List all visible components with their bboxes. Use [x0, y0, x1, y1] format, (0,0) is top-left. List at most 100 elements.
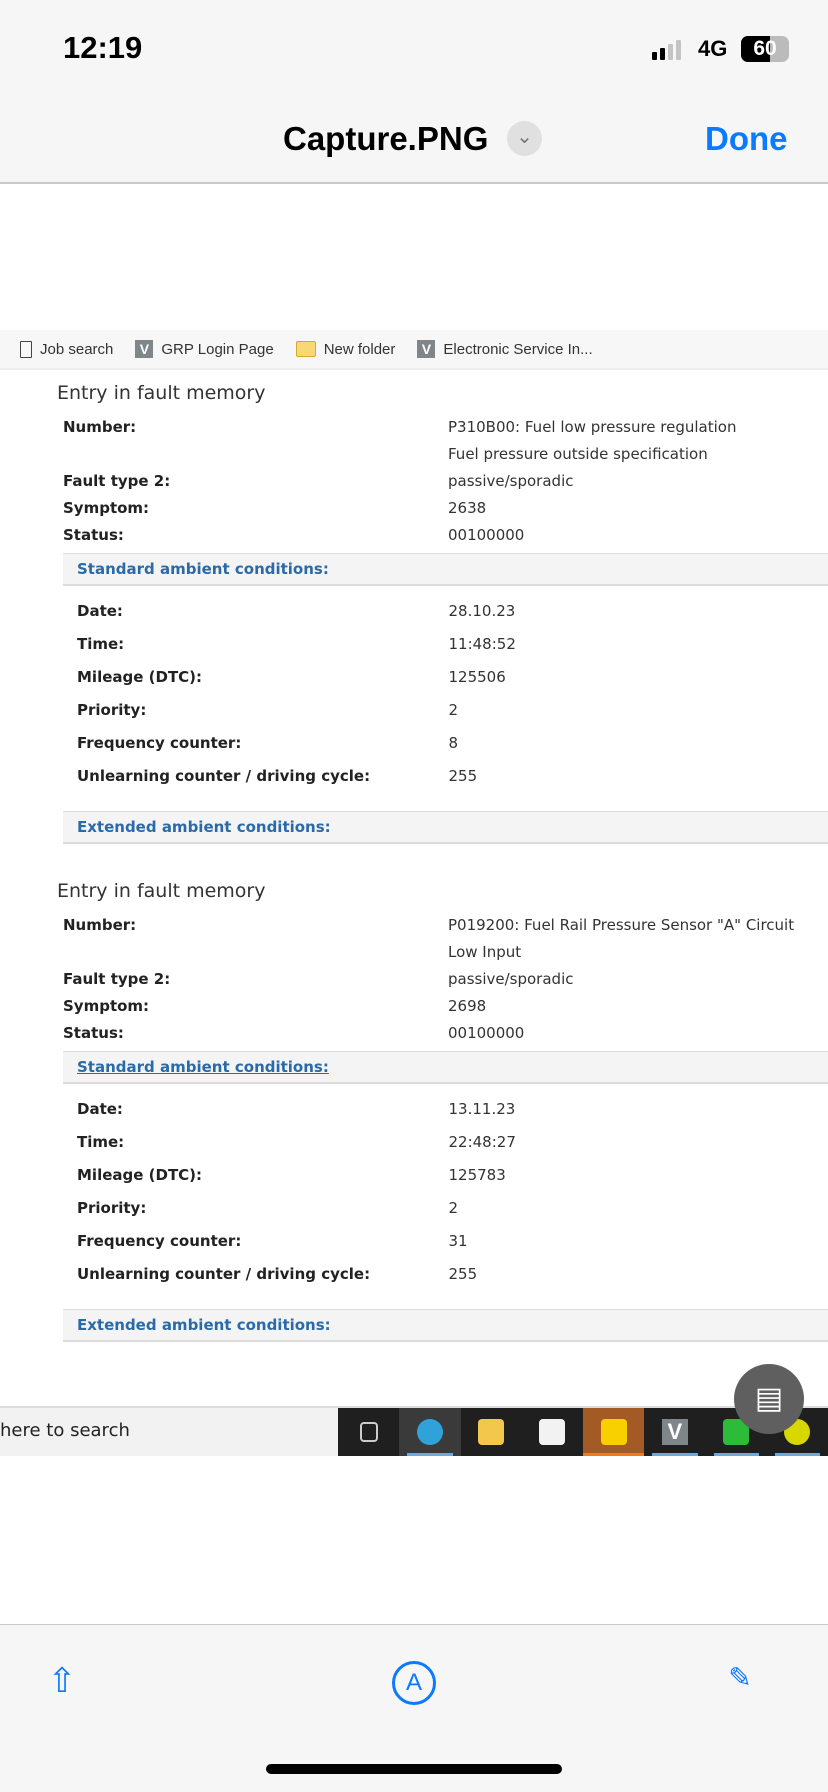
- condition-label: Unlearning counter / driving cycle:: [77, 1265, 371, 1283]
- condition-row: Frequency counter: 8: [57, 727, 828, 760]
- bookmark-label: New folder: [323, 340, 396, 358]
- home-indicator: [266, 1764, 562, 1774]
- field-value: Fuel pressure outside specification: [448, 445, 708, 463]
- v-app-icon: V: [661, 1419, 688, 1445]
- signal-icon: [652, 40, 681, 60]
- bookmark-item[interactable]: New folder: [295, 340, 396, 358]
- condition-value: 2: [448, 1199, 459, 1217]
- chevron-down-icon[interactable]: ⌄: [507, 121, 542, 156]
- field-row: Number: P019200: Fuel Rail Pressure Senso…: [57, 912, 828, 966]
- taskbar-app[interactable]: [583, 1408, 645, 1456]
- condition-label: Priority:: [77, 701, 147, 719]
- standard-conditions-toggle[interactable]: Standard ambient conditions:: [63, 1051, 828, 1084]
- field-row: Symptom: 2698: [57, 993, 828, 1020]
- extended-conditions-toggle[interactable]: Extended ambient conditions:: [63, 1309, 828, 1342]
- text-scan-icon: ▤: [754, 1382, 784, 1415]
- condition-row: Priority: 2: [57, 694, 828, 727]
- taskbar-app[interactable]: [399, 1408, 461, 1456]
- edit-icon[interactable]: ✎: [728, 1662, 752, 1693]
- condition-label: Frequency counter:: [77, 734, 242, 752]
- microsoft-store-icon: [539, 1419, 566, 1445]
- active-indicator: [407, 1453, 453, 1456]
- fault-entry: Entry in fault memory Number: P019200: Fue…: [57, 880, 828, 1368]
- condition-row: Unlearning counter / driving cycle: 255: [57, 760, 828, 793]
- field-row: Fault type 2: passive/sporadic: [57, 966, 828, 993]
- field-row: Status: 00100000: [57, 522, 828, 549]
- condition-row: Time: 11:48:52: [57, 628, 828, 661]
- condition-value: 31: [448, 1232, 468, 1250]
- field-label: [57, 441, 448, 468]
- bookmarks-bar: Job search V GRP Login Page New folder V Elec…: [0, 330, 828, 370]
- condition-value: 2: [448, 701, 459, 719]
- taskbar-app[interactable]: [338, 1408, 399, 1456]
- field-value: 00100000: [448, 526, 525, 544]
- field-value: passive/sporadic: [448, 970, 574, 988]
- condition-value: 125783: [448, 1166, 506, 1184]
- field-row: Fault type 2: passive/sporadic: [57, 468, 828, 495]
- field-row: Number: P310B00: Fuel low pressure regula…: [57, 414, 828, 441]
- field-label: Fault type 2:: [63, 970, 171, 988]
- taskbar-app[interactable]: [706, 1408, 767, 1456]
- field-label: Symptom:: [63, 499, 150, 517]
- live-text-button[interactable]: ▤: [734, 1364, 804, 1434]
- bookmark-item[interactable]: Job search: [20, 340, 114, 358]
- bookmark-item[interactable]: V Electronic Service In...: [417, 340, 593, 358]
- condition-value: 28.10.23: [448, 602, 516, 620]
- condition-value: 8: [448, 734, 459, 752]
- condition-value: 255: [448, 767, 478, 785]
- condition-row: Date: 28.10.23: [57, 595, 828, 628]
- taskbar-app[interactable]: V: [644, 1408, 705, 1456]
- extended-conditions-toggle[interactable]: Extended ambient conditions:: [63, 811, 828, 844]
- spacer: [57, 844, 828, 870]
- entry-heading: Entry in fault memory: [57, 382, 266, 404]
- bookmark-label: Electronic Service In...: [443, 340, 593, 358]
- field-label: Fault type 2:: [63, 472, 171, 490]
- active-indicator: [713, 1453, 759, 1456]
- active-indicator: [652, 1453, 698, 1456]
- bookmark-item[interactable]: V GRP Login Page: [135, 340, 274, 358]
- field-label: Symptom:: [63, 997, 150, 1015]
- task-view-icon: [359, 1422, 378, 1442]
- condition-row: Mileage (DTC): 125506: [57, 661, 828, 694]
- condition-row: Unlearning counter / driving cycle: 255: [57, 1258, 828, 1291]
- field-row: Fuel pressure outside specification: [57, 441, 828, 468]
- share-icon[interactable]: ⇧: [47, 1662, 77, 1700]
- standard-conditions: Date: 13.11.23 Time: 22:48:27 Mileage (DTC):…: [57, 1084, 828, 1309]
- bookmark-label: Job search: [40, 340, 114, 358]
- fault-entry: Entry in fault memory Number: P310B00: Fue…: [57, 382, 828, 870]
- fault-memory-list: Entry in fault memory Number: P310B00: Fue…: [0, 372, 828, 1368]
- viewer-header: 12:19 4G 60 Capture.PNG ⌄ Done: [0, 0, 828, 184]
- standard-conditions-toggle[interactable]: Standard ambient conditions:: [63, 553, 828, 586]
- condition-label: Time:: [77, 1133, 125, 1151]
- condition-row: Mileage (DTC): 125783: [57, 1159, 828, 1192]
- field-value: 00100000: [448, 1024, 525, 1042]
- condition-label: Priority:: [77, 1199, 147, 1217]
- condition-value: 255: [448, 1265, 478, 1283]
- entry-heading: Entry in fault memory: [57, 880, 266, 902]
- taskbar-search[interactable]: here to search: [0, 1408, 338, 1456]
- field-label: Number:: [63, 916, 137, 934]
- field-value: 2638: [448, 499, 487, 517]
- file-title[interactable]: Capture.PNG: [283, 120, 489, 157]
- condition-label: Frequency counter:: [77, 1232, 242, 1250]
- field-row: Symptom: 2638: [57, 495, 828, 522]
- condition-value: 125506: [448, 668, 506, 686]
- condition-label: Date:: [77, 602, 123, 620]
- condition-label: Mileage (DTC):: [77, 668, 203, 686]
- condition-row: Frequency counter: 31: [57, 1225, 828, 1258]
- condition-label: Unlearning counter / driving cycle:: [77, 767, 371, 785]
- field-value: passive/sporadic: [448, 472, 574, 490]
- markup-icon[interactable]: A: [392, 1661, 436, 1705]
- condition-value: 13.11.23: [448, 1100, 516, 1118]
- condition-value: 22:48:27: [448, 1133, 516, 1151]
- taskbar-app[interactable]: [522, 1408, 583, 1456]
- done-button[interactable]: Done: [705, 120, 788, 157]
- condition-row: Time: 22:48:27: [57, 1126, 828, 1159]
- bookmark-label: GRP Login Page: [161, 340, 274, 358]
- network-type: 4G: [698, 36, 728, 61]
- battery-level: 60: [753, 37, 777, 60]
- spacer: [57, 1342, 828, 1368]
- taskbar-app[interactable]: [461, 1408, 522, 1456]
- folder-icon: [295, 341, 316, 357]
- status-time: 12:19: [63, 30, 143, 65]
